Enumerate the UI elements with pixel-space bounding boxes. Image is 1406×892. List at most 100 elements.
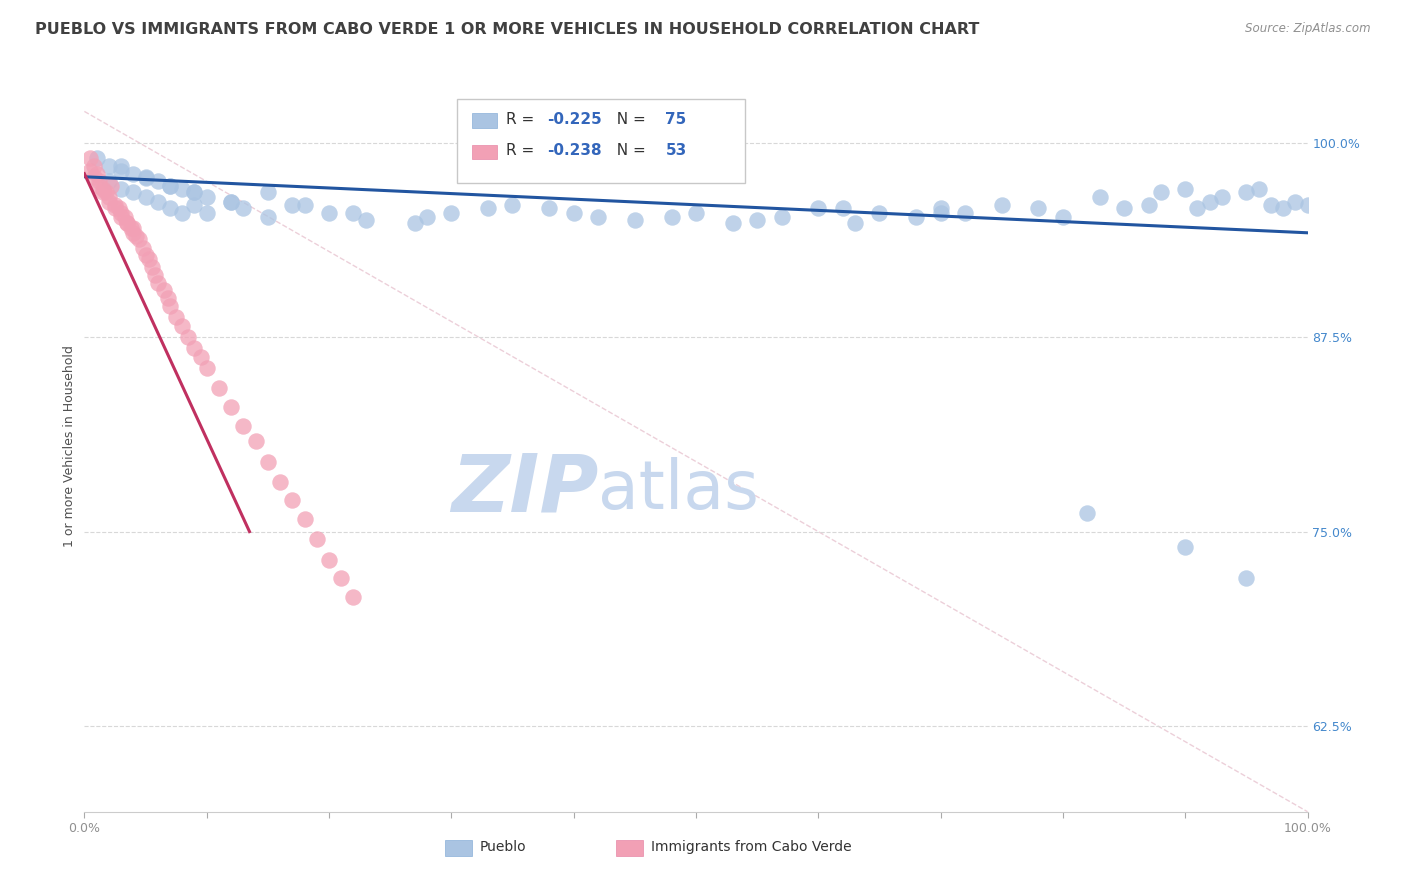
Point: [747, 213, 769, 227]
Text: N =: N =: [606, 112, 651, 127]
Text: PUEBLO VS IMMIGRANTS FROM CABO VERDE 1 OR MORE VEHICLES IN HOUSEHOLD CORRELATION: PUEBLO VS IMMIGRANTS FROM CABO VERDE 1 O…: [35, 22, 980, 37]
Point: [208, 381, 231, 395]
Point: [661, 211, 683, 225]
Point: [86, 167, 108, 181]
Point: [128, 232, 150, 246]
Point: [929, 205, 952, 219]
Point: [195, 190, 218, 204]
Point: [991, 198, 1014, 212]
Point: [135, 247, 157, 261]
Text: Immigrants from Cabo Verde: Immigrants from Cabo Verde: [651, 840, 852, 854]
Point: [91, 186, 114, 200]
FancyBboxPatch shape: [472, 145, 496, 160]
Text: -0.238: -0.238: [547, 143, 602, 158]
Point: [183, 186, 205, 200]
Point: [97, 190, 120, 204]
Point: [1187, 201, 1209, 215]
Point: [1198, 194, 1220, 209]
Point: [1150, 186, 1173, 200]
Point: [318, 552, 340, 566]
Point: [110, 211, 132, 225]
Text: Source: ZipAtlas.com: Source: ZipAtlas.com: [1246, 22, 1371, 36]
Point: [86, 151, 108, 165]
Point: [120, 221, 142, 235]
Point: [1174, 182, 1197, 196]
Point: [91, 182, 114, 196]
Point: [122, 186, 145, 200]
Point: [1236, 571, 1258, 585]
Point: [1236, 186, 1258, 200]
Text: R =: R =: [506, 143, 540, 158]
Point: [172, 319, 194, 334]
Point: [159, 299, 181, 313]
Point: [132, 241, 155, 255]
Point: [477, 201, 499, 215]
Point: [1260, 198, 1282, 212]
Point: [107, 201, 129, 215]
Point: [1174, 540, 1197, 554]
Point: [562, 205, 585, 219]
Point: [844, 217, 866, 231]
Y-axis label: 1 or more Vehicles in Household: 1 or more Vehicles in Household: [63, 345, 76, 547]
Point: [110, 182, 132, 196]
Point: [114, 211, 136, 225]
Point: [1211, 190, 1233, 204]
Point: [245, 434, 267, 449]
FancyBboxPatch shape: [457, 99, 745, 183]
FancyBboxPatch shape: [616, 839, 644, 855]
Point: [1296, 198, 1319, 212]
Point: [294, 198, 316, 212]
Point: [294, 512, 316, 526]
Point: [318, 205, 340, 219]
Text: N =: N =: [606, 143, 651, 158]
Point: [257, 454, 280, 468]
Point: [1284, 194, 1306, 209]
Point: [97, 159, 120, 173]
Point: [257, 211, 280, 225]
Point: [79, 151, 101, 165]
Point: [1076, 506, 1098, 520]
Point: [195, 361, 218, 376]
Point: [342, 590, 364, 604]
Point: [125, 228, 148, 243]
Point: [97, 194, 120, 209]
Point: [1114, 201, 1136, 215]
Point: [869, 205, 891, 219]
Point: [1052, 211, 1074, 225]
Point: [177, 330, 200, 344]
Point: [219, 194, 242, 209]
Point: [153, 284, 176, 298]
Text: atlas: atlas: [598, 457, 759, 523]
Point: [97, 174, 120, 188]
Point: [831, 201, 853, 215]
Point: [257, 186, 280, 200]
Point: [87, 179, 110, 194]
Point: [195, 205, 218, 219]
Point: [110, 163, 132, 178]
Point: [115, 217, 138, 231]
Point: [502, 198, 524, 212]
Point: [416, 211, 439, 225]
Point: [115, 217, 138, 231]
Point: [953, 205, 976, 219]
FancyBboxPatch shape: [472, 113, 496, 128]
Point: [905, 211, 928, 225]
Point: [770, 211, 793, 225]
Text: R =: R =: [506, 112, 540, 127]
Point: [122, 226, 145, 240]
Point: [1247, 182, 1270, 196]
Point: [135, 171, 157, 186]
Point: [440, 205, 463, 219]
Point: [122, 221, 145, 235]
Point: [79, 163, 101, 178]
Point: [624, 213, 647, 227]
Point: [159, 201, 181, 215]
Text: 53: 53: [665, 143, 686, 158]
Text: ZIP: ZIP: [451, 450, 598, 529]
Point: [135, 190, 157, 204]
Point: [1088, 190, 1111, 204]
Point: [83, 159, 105, 173]
Point: [104, 201, 127, 215]
Point: [219, 400, 242, 414]
Point: [721, 217, 744, 231]
